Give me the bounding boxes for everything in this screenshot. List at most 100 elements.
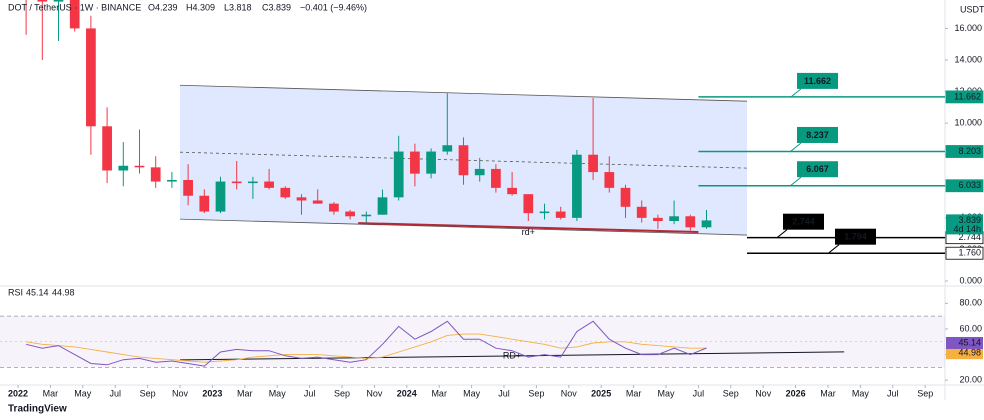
y-tick-label: 16.000 [954,23,982,33]
callout-box [797,161,838,178]
x-tick-label: Mar [237,388,253,398]
ohlc-value: H4.309 [186,2,215,12]
candle-body [296,197,307,201]
x-tick-label: 2023 [202,388,222,398]
x-tick-label: Sep [140,388,156,398]
x-tick-label: Nov [561,388,578,398]
x-tick-label: Nov [172,388,189,398]
price-pane: rd+ [25,0,748,237]
overlay: DOT / TetherUS · 1W · BINANCE USDT RSI T… [8,2,984,414]
y-tick-label: 0.000 [959,275,982,285]
rsi-trendline [179,351,845,361]
candle-body [588,154,598,173]
candle-body [636,206,647,218]
logo: TradingView [8,404,67,415]
candle-body [474,168,485,176]
y-tick-label: 14.000 [954,54,982,64]
level-axis-label: 8.203 [958,146,981,156]
callout-box [783,213,824,230]
candle-body [150,167,161,182]
symbol: DOT / TetherUS · 1W · BINANCE [8,2,141,12]
x-tick-label: Sep [723,388,739,398]
x-tick-label: May [74,388,92,398]
rsi-y-tick-label: 60.00 [959,323,982,333]
last-price-box [946,214,983,235]
candle-body [102,126,112,171]
level-axis-box [945,179,984,193]
x-tick-label: Mar [43,388,59,398]
candle-body [167,179,177,182]
x-tick-label: 2026 [786,388,806,398]
level-axis-box [945,90,984,104]
rsi-y-tick-label: 80.00 [959,298,982,308]
candle-body [410,151,420,174]
callout-pointer [790,88,802,98]
rsi-value-box [946,336,983,349]
y-tick-label: 10.000 [954,118,982,128]
candle-body [555,211,566,218]
candle-body [620,187,631,207]
candle-body [312,200,323,204]
x-tick-label: Jul [498,388,510,398]
candle-body [653,217,663,222]
candle-body [458,145,469,176]
unit: USDT [960,4,984,14]
x-tick-label: Mar [431,388,447,398]
level-axis-label: 1.760 [958,248,981,258]
candle-body [118,165,129,171]
candle-body [134,165,145,168]
ohlc-value: −0.401 (−9.46%) [300,2,367,12]
level-axis-box [945,145,984,158]
ohlc-value: O4.239 [148,2,178,12]
rsi-pane: RD+ [0,315,945,368]
x-tick-label: Nov [755,388,772,398]
x-tick-label: Jul [887,388,899,398]
channel-bottom [179,218,748,236]
countdown: 4d 14h [953,224,981,234]
x-tick-label: 2022 [8,388,28,398]
callout-box [797,126,838,143]
x-tick-label: Sep [917,388,933,398]
candle-body [669,216,679,222]
x-tick-label: May [852,388,870,398]
x-tick-label: Jul [693,388,705,398]
rsi-value-label: 44.98 [958,348,981,358]
callout-label: 6.067 [806,164,829,174]
candle-body [86,28,96,127]
candle-body [604,172,615,188]
candle-body [37,0,48,2]
level-axis-label: 6.033 [958,180,981,190]
candle-body [231,181,242,184]
candle-body [377,197,388,215]
candle-body [539,211,550,214]
x-tick-label: 2025 [591,388,611,398]
candle-body [361,214,372,217]
rsi-value-box [946,347,983,360]
x-tick-label: Mar [626,388,642,398]
rsi-legend-value: 44.98 [52,287,75,297]
ohlc-value: C3.839 [262,2,291,12]
x-tick-label: Mar [820,388,836,398]
rsi-value-label: 45.14 [958,337,981,347]
candle-body [53,0,64,2]
candle-body [345,211,355,217]
candle-body [69,0,80,29]
candle-body [248,181,258,184]
candle-body [685,216,696,228]
rsi-title: RSI [8,287,23,297]
x-tick-label: Jul [304,388,316,398]
candle-body [183,179,193,196]
rsi-y-tick-label: 20.00 [959,375,982,385]
callout-box [797,72,838,89]
candle-body [215,181,226,212]
x-tick-label: Sep [334,388,350,398]
candle-body [329,203,339,212]
callout-pointer [776,229,788,239]
callout-label: 2.744 [792,217,815,227]
candle-body [507,187,517,195]
candle-body [523,194,534,214]
rsi-line [26,333,707,363]
x-tick-label: Nov [366,388,383,398]
candle-body [393,151,404,198]
